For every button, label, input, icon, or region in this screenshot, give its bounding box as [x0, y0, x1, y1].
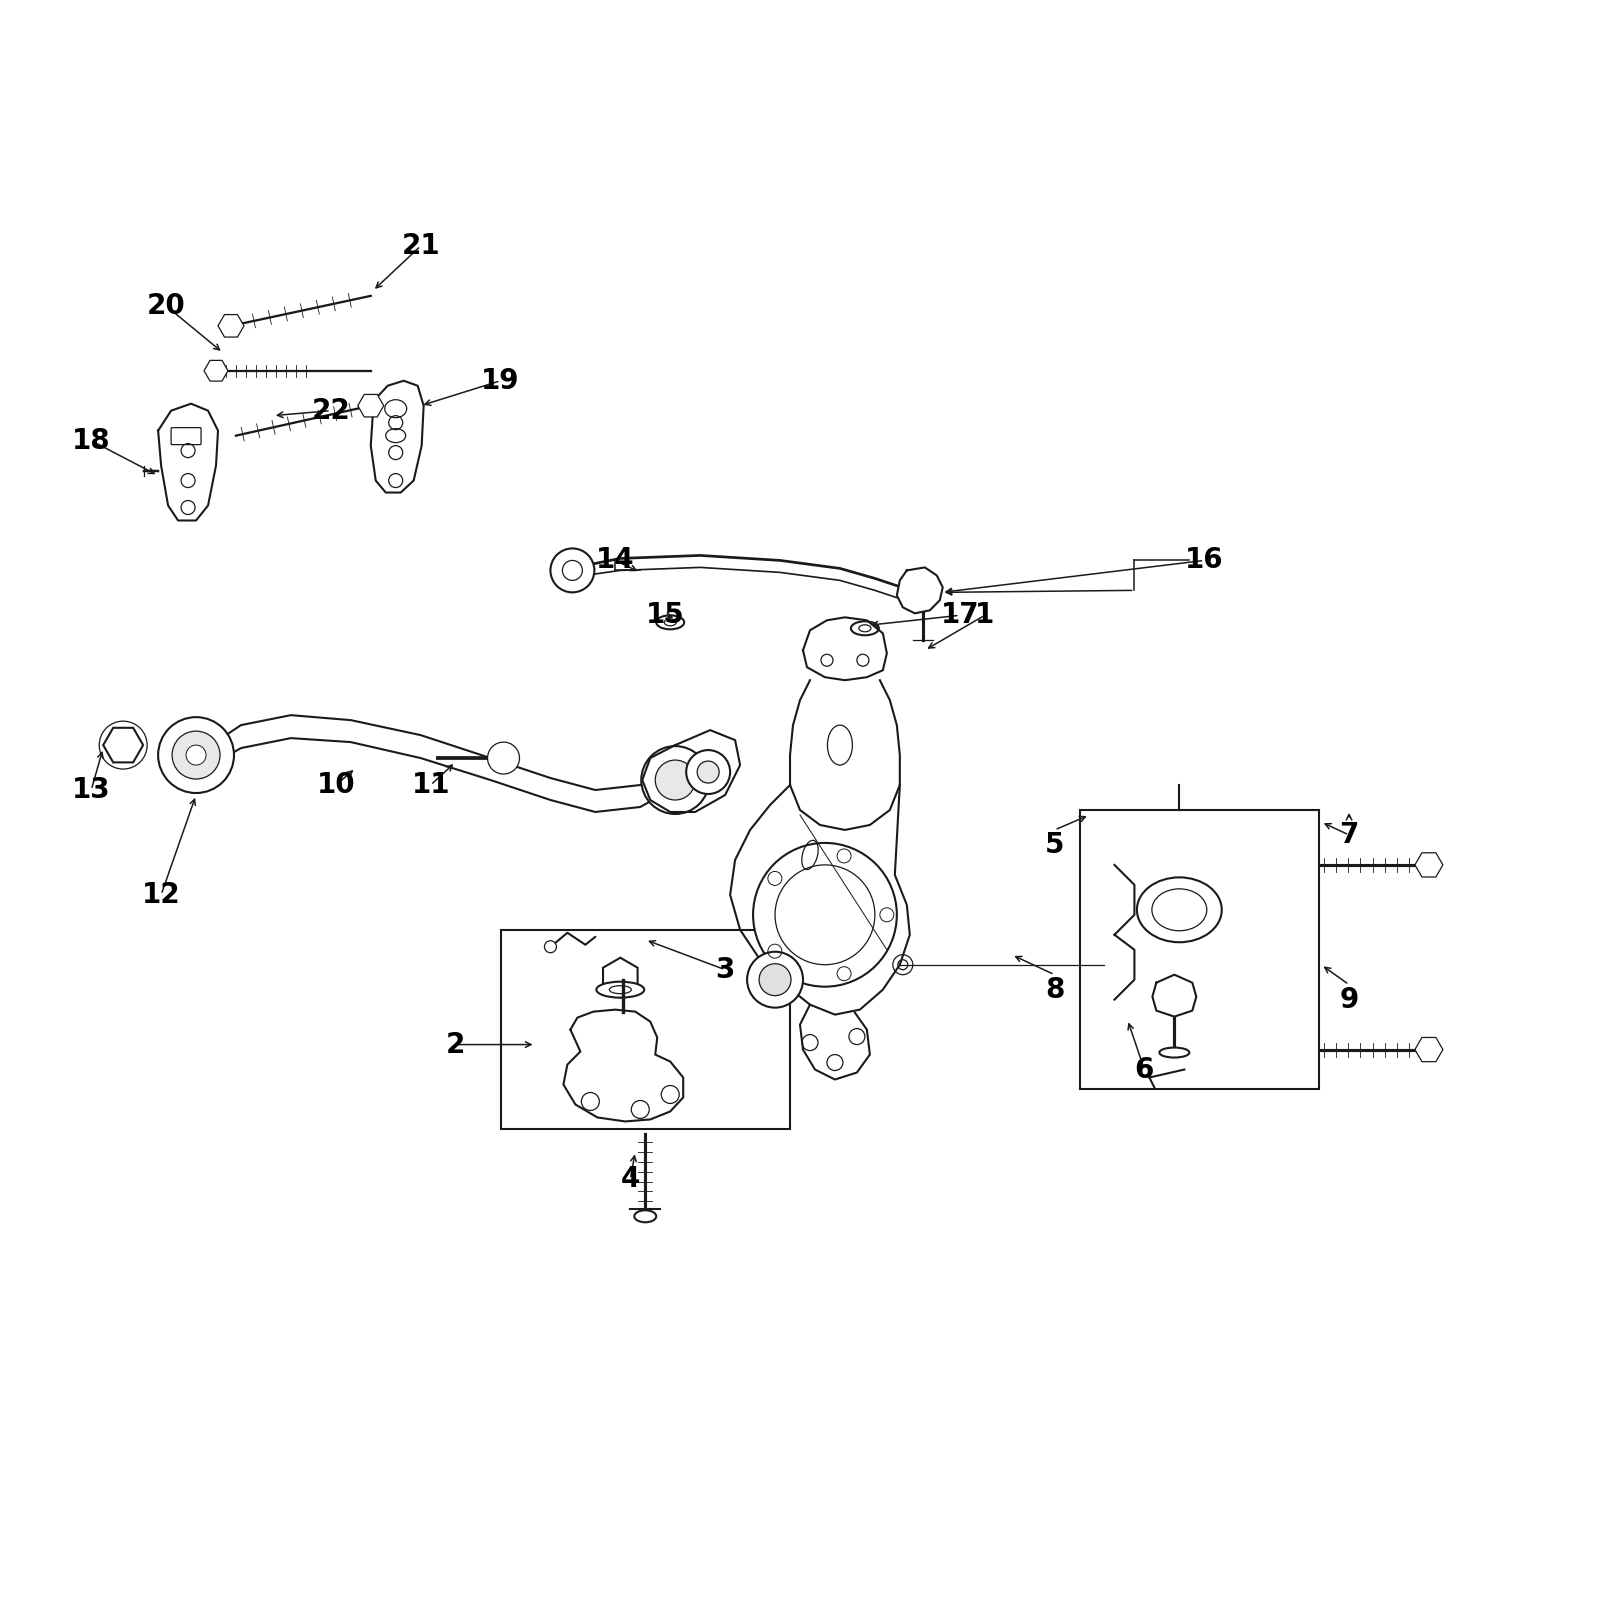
- Text: 8: 8: [1045, 976, 1064, 1003]
- Bar: [1080, 810, 1318, 1090]
- Text: 22: 22: [312, 397, 350, 424]
- Text: 9: 9: [1339, 986, 1358, 1014]
- Text: 6: 6: [1134, 1056, 1154, 1083]
- Text: 12: 12: [142, 882, 181, 909]
- Text: 15: 15: [646, 602, 685, 629]
- Polygon shape: [211, 715, 670, 811]
- Text: 16: 16: [1186, 547, 1224, 574]
- Circle shape: [488, 742, 520, 774]
- Text: 13: 13: [72, 776, 110, 805]
- Circle shape: [186, 746, 206, 765]
- Text: 1: 1: [974, 602, 994, 629]
- Circle shape: [758, 963, 790, 995]
- Text: 7: 7: [1339, 821, 1358, 850]
- Ellipse shape: [634, 1210, 656, 1222]
- Circle shape: [173, 731, 221, 779]
- Circle shape: [698, 762, 718, 782]
- Ellipse shape: [851, 621, 878, 635]
- Polygon shape: [586, 555, 906, 600]
- Text: 10: 10: [317, 771, 355, 798]
- Polygon shape: [730, 786, 910, 1014]
- Circle shape: [550, 549, 594, 592]
- Polygon shape: [1152, 974, 1197, 1016]
- Circle shape: [754, 843, 898, 987]
- Ellipse shape: [1138, 877, 1222, 942]
- Text: 18: 18: [72, 427, 110, 454]
- Text: 11: 11: [411, 771, 450, 798]
- Polygon shape: [563, 1010, 683, 1122]
- Polygon shape: [898, 568, 942, 613]
- Circle shape: [158, 717, 234, 794]
- Text: 17: 17: [941, 602, 979, 629]
- Text: 21: 21: [402, 232, 440, 259]
- Circle shape: [686, 750, 730, 794]
- Polygon shape: [642, 730, 741, 811]
- Polygon shape: [800, 1005, 870, 1080]
- Text: 19: 19: [482, 366, 520, 395]
- Text: 3: 3: [715, 955, 734, 984]
- Ellipse shape: [597, 982, 645, 998]
- Text: 20: 20: [147, 291, 186, 320]
- Text: 2: 2: [446, 1030, 466, 1059]
- Text: 14: 14: [597, 547, 635, 574]
- Polygon shape: [158, 403, 218, 520]
- Circle shape: [656, 760, 694, 800]
- Polygon shape: [371, 381, 424, 493]
- Polygon shape: [803, 618, 886, 680]
- Polygon shape: [790, 680, 899, 830]
- Text: 4: 4: [621, 1165, 640, 1194]
- Ellipse shape: [1160, 1048, 1189, 1058]
- Ellipse shape: [656, 616, 685, 629]
- Circle shape: [642, 746, 709, 814]
- Bar: [501, 930, 790, 1130]
- Text: 5: 5: [1045, 830, 1064, 859]
- Circle shape: [747, 952, 803, 1008]
